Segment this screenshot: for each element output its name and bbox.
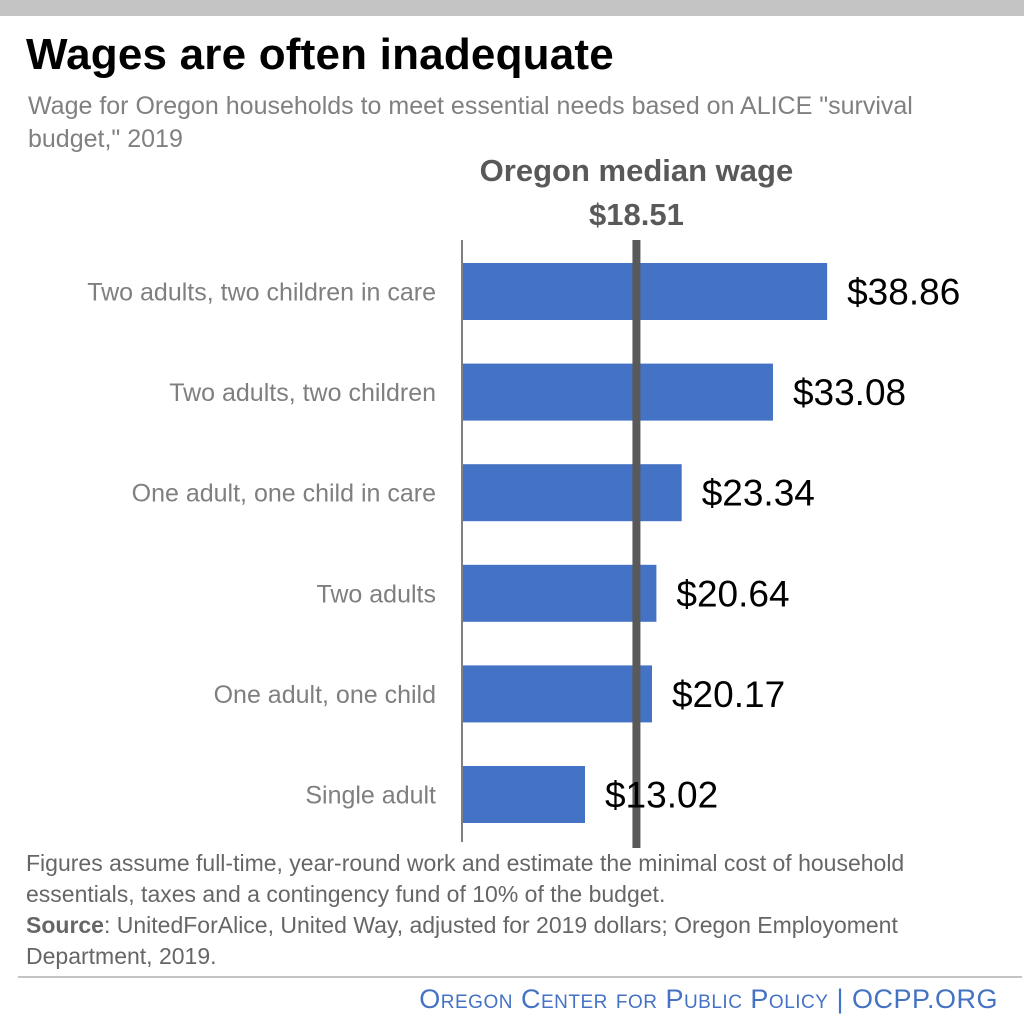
value-label: $20.17 (672, 674, 785, 715)
median-wage-value: $18.51 (589, 197, 684, 232)
value-label: $13.02 (605, 775, 718, 816)
footer-divider (18, 976, 1022, 978)
source-label: Source (26, 912, 104, 938)
value-label: $33.08 (793, 372, 906, 413)
bar (463, 263, 828, 320)
category-label: One adult, one child (214, 681, 436, 709)
bar (463, 363, 773, 421)
category-label: Two adults (316, 580, 436, 608)
footnote: Figures assume full-time, year-round wor… (26, 848, 1006, 972)
footnote-assumptions: Figures assume full-time, year-round wor… (26, 850, 905, 907)
category-label: Two adults, two children (169, 379, 436, 407)
median-wage-label: Oregon median wage (480, 153, 794, 188)
bar (463, 564, 657, 622)
category-label: Single adult (305, 782, 436, 810)
source-text: : UnitedForAlice, United Way, adjusted f… (26, 912, 898, 969)
footer-organization: Oregon Center for Public Policy | OCPP.O… (419, 984, 998, 1014)
bar (463, 665, 652, 723)
bar (463, 464, 682, 522)
bar (463, 766, 585, 823)
value-label: $20.64 (676, 573, 789, 614)
value-label: $23.34 (702, 473, 815, 514)
top-bar (0, 0, 1024, 16)
chart-title: Wages are often inadequate (26, 30, 614, 79)
category-label: Two adults, two children in care (87, 279, 436, 307)
value-label: $38.86 (847, 272, 960, 313)
chart-subtitle: Wage for Oregon households to meet essen… (28, 92, 913, 153)
category-label: One adult, one child in care (132, 480, 436, 508)
bar-chart: Oregon median wage $18.51 Two adults, tw… (87, 153, 960, 848)
